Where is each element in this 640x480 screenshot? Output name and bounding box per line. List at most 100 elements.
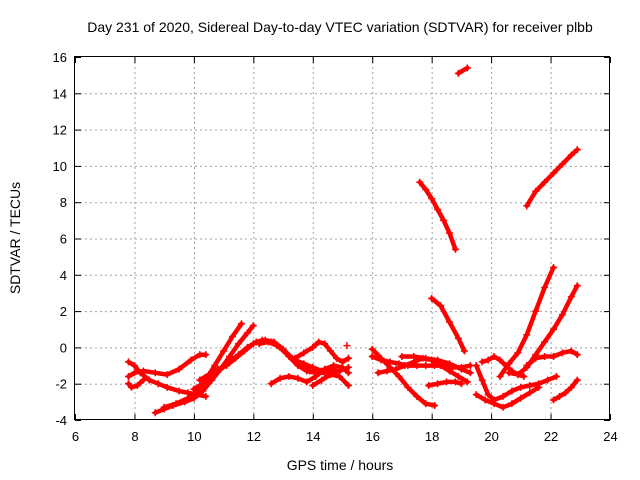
data-point <box>567 151 575 159</box>
data-point <box>344 382 352 390</box>
data-point <box>466 369 474 377</box>
data-point <box>127 383 135 391</box>
data-point <box>573 351 581 359</box>
data-point <box>422 354 430 362</box>
series-arc20 <box>454 64 471 77</box>
data-point <box>517 383 525 391</box>
y-tick-label: 16 <box>53 50 67 65</box>
x-tick-label: 20 <box>484 429 498 444</box>
data-point <box>558 311 566 319</box>
data-point <box>466 362 474 370</box>
series-arc03 <box>125 376 147 391</box>
data-point <box>336 372 344 380</box>
x-tick-label: 22 <box>544 429 558 444</box>
data-point <box>434 356 442 364</box>
data-point <box>526 382 534 390</box>
data-point <box>472 362 480 370</box>
data-point <box>344 369 352 377</box>
series-trace <box>429 296 467 354</box>
data-point <box>558 349 566 357</box>
series-trace <box>456 65 470 76</box>
data-point <box>550 264 558 272</box>
data-point <box>276 374 284 382</box>
data-point <box>561 389 569 397</box>
data-point <box>125 358 132 366</box>
y-tick-label: 8 <box>60 195 67 210</box>
data-point <box>413 362 421 370</box>
data-point <box>303 378 311 386</box>
x-tick-label: 24 <box>603 429 617 444</box>
data-point <box>440 216 448 224</box>
data-point <box>255 340 263 348</box>
data-point <box>434 380 442 388</box>
data-point <box>446 318 453 326</box>
x-tick-label: 14 <box>306 429 320 444</box>
data-point <box>484 356 492 364</box>
data-point <box>451 378 459 386</box>
data-point <box>315 338 323 346</box>
data-point <box>309 382 317 390</box>
data-point <box>151 369 159 377</box>
y-tick-label: -4 <box>55 413 67 428</box>
data-point <box>567 383 575 391</box>
data-point <box>446 360 453 368</box>
data-point <box>463 378 471 386</box>
y-tick-label: 0 <box>60 340 67 355</box>
data-point <box>410 352 418 360</box>
data-point <box>416 178 424 186</box>
data-point <box>567 293 575 301</box>
data-point <box>321 365 329 373</box>
data-point <box>199 380 207 388</box>
data-point <box>431 401 439 409</box>
series-arc26 <box>523 347 581 370</box>
data-point <box>496 372 504 380</box>
data-point <box>573 146 581 154</box>
data-point <box>451 245 459 253</box>
data-point <box>404 383 412 391</box>
series-arc28 <box>550 376 581 404</box>
data-point <box>368 352 376 360</box>
data-point <box>327 371 335 379</box>
data-point <box>306 367 314 375</box>
data-point <box>517 394 525 402</box>
data-point <box>267 380 275 388</box>
data-point <box>514 371 522 379</box>
data-point <box>229 333 237 341</box>
data-point <box>273 342 281 350</box>
data-point <box>558 160 566 168</box>
data-point <box>573 376 581 384</box>
data-point <box>282 349 290 357</box>
data-point <box>318 376 326 384</box>
x-tick-label: 8 <box>131 429 138 444</box>
data-point <box>398 352 406 360</box>
data-point <box>472 391 480 399</box>
data-point <box>499 403 507 411</box>
x-tick-label: 12 <box>247 429 261 444</box>
series-arc21 <box>472 362 560 404</box>
data-point <box>163 383 171 391</box>
data-point <box>434 205 442 213</box>
data-point <box>160 403 168 411</box>
series-trace <box>524 147 580 209</box>
chart-title: Day 231 of 2020, Sidereal Day-to-day VTE… <box>87 19 593 35</box>
series-trace <box>497 265 556 379</box>
x-tick-label: 16 <box>365 429 379 444</box>
data-point <box>339 358 346 366</box>
data-point <box>460 347 468 355</box>
data-point <box>544 376 552 384</box>
data-point <box>567 347 575 355</box>
series-arc27 <box>523 146 581 210</box>
data-point <box>285 372 293 380</box>
y-tick-label: -2 <box>55 377 67 392</box>
data-point <box>163 371 171 379</box>
series-arc17 <box>425 378 465 390</box>
data-point <box>508 400 516 408</box>
data-point <box>330 362 338 370</box>
data-point <box>125 372 132 380</box>
y-tick-label: 12 <box>53 123 67 138</box>
series-arc18 <box>416 178 459 253</box>
data-point <box>532 187 540 195</box>
series-trace <box>369 346 437 408</box>
data-point <box>368 345 376 353</box>
